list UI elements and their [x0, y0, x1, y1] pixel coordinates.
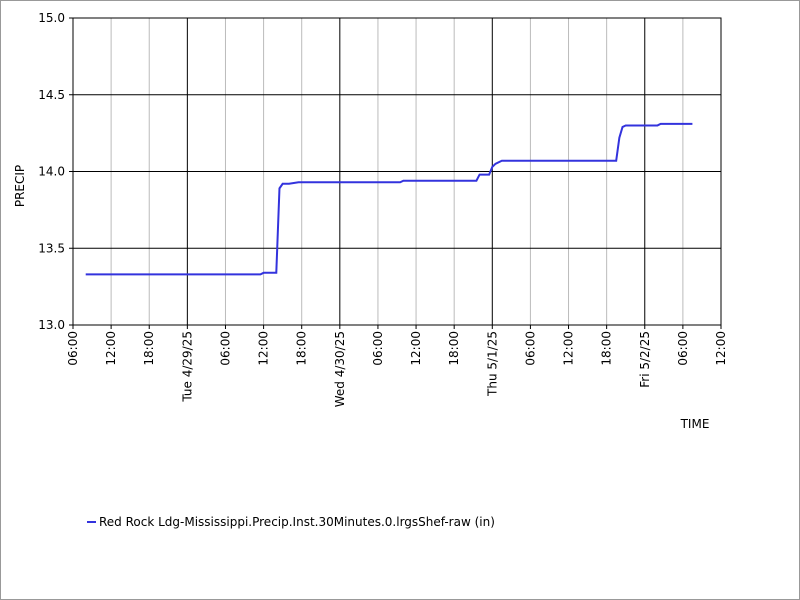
x-tick-label: 06:00: [218, 331, 232, 366]
x-tick-label: 06:00: [676, 331, 690, 366]
x-tick-label: Wed 4/30/25: [333, 331, 347, 407]
x-tick-label: 18:00: [600, 331, 614, 366]
y-tick-label: 14.0: [38, 165, 65, 179]
x-tick-label: 06:00: [523, 331, 537, 366]
x-tick-label: 12:00: [562, 331, 576, 366]
plot-border: [72, 17, 722, 326]
x-axis-label: TIME: [680, 417, 710, 431]
x-tick-label: 12:00: [257, 331, 271, 366]
x-tick-label: 06:00: [371, 331, 385, 366]
x-tick-label: 12:00: [714, 331, 728, 366]
x-tick-label: 12:00: [409, 331, 423, 366]
y-tick-label: 13.0: [38, 318, 65, 332]
x-tick-label: 06:00: [66, 331, 80, 366]
y-tick-label: 13.5: [38, 241, 65, 255]
y-axis-label: PRECIP: [13, 165, 27, 207]
x-tick-label: 18:00: [142, 331, 156, 366]
data-line: [85, 122, 693, 276]
legend-label: Red Rock Ldg-Mississippi.Precip.Inst.30M…: [99, 515, 495, 529]
x-tick-label: 18:00: [447, 331, 461, 366]
x-tick-label: 12:00: [104, 331, 118, 366]
y-tick-label: 15.0: [38, 11, 65, 25]
y-tick-label: 14.5: [38, 88, 65, 102]
x-tick-label: Thu 5/1/25: [485, 331, 499, 397]
x-tick-label: 18:00: [295, 331, 309, 366]
x-tick-label: Tue 4/29/25: [180, 331, 194, 403]
x-tick-label: Fri 5/2/25: [638, 331, 652, 388]
